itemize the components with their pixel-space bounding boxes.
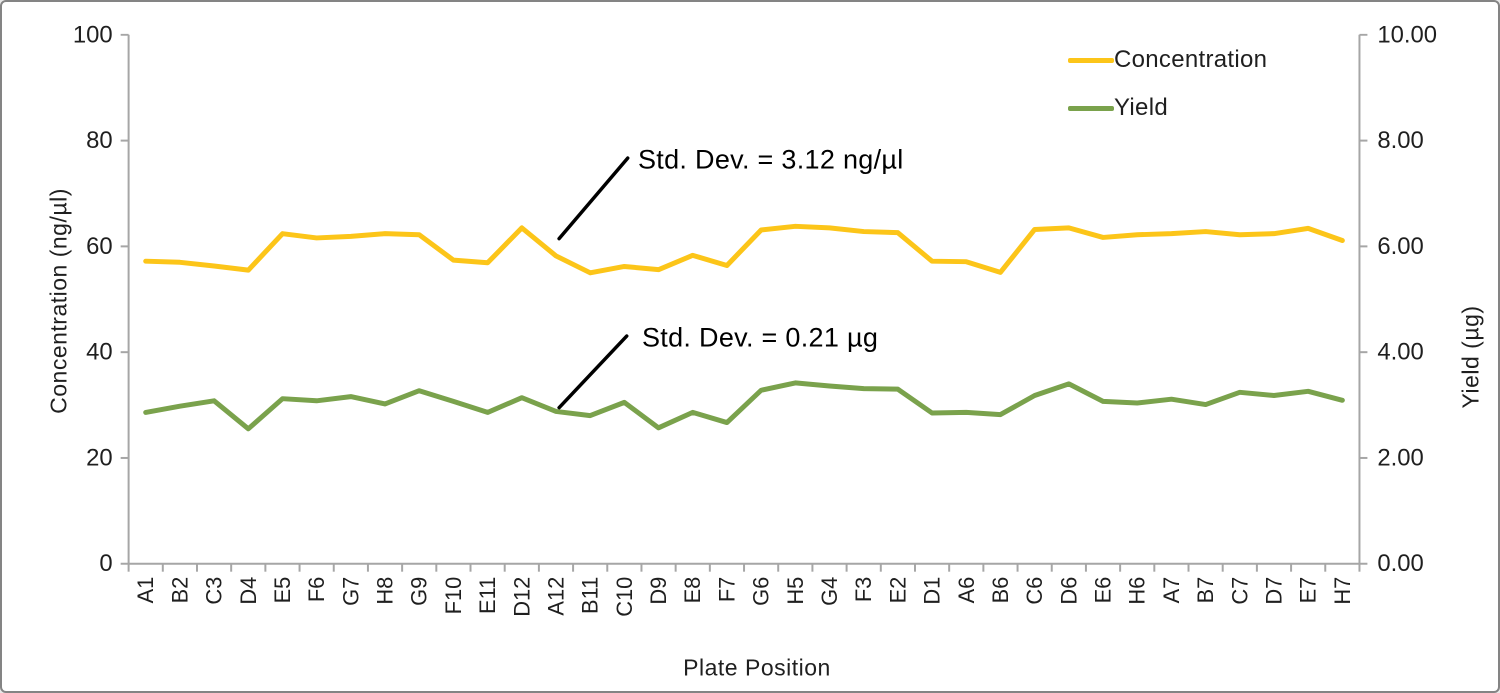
x-category-label: D1 [920,577,945,605]
y-left-tick-label: 80 [86,127,113,154]
y-left-tick-label: 40 [86,339,113,366]
x-category-label: G6 [749,577,774,606]
y-right-tick-label: 4.00 [1377,339,1423,366]
legend-item-yield: Yield [1068,94,1267,122]
yield-stddev-annotation: Std. Dev. = 0.21 µg [642,322,879,353]
legend-label-concentration: Concentration [1114,46,1268,73]
y-left-tick-label: 60 [86,233,113,260]
x-category-label: A12 [543,577,568,616]
y-right-tick-label: 8.00 [1377,127,1423,154]
x-category-label: B2 [167,577,192,604]
concentration-stddev-annotation: Std. Dev. = 3.12 ng/µl [638,144,904,175]
concentration-series-line [143,223,1345,276]
x-category-label: G7 [338,577,363,606]
x-category-label: D6 [1056,577,1081,605]
y-left-tick-label: 0 [99,550,112,577]
yield-line-swatch [1068,105,1114,111]
x-category-label: F3 [851,577,876,603]
x-category-label: C10 [612,577,637,617]
x-category-label: D7 [1261,577,1286,605]
x-category-label: E5 [270,577,295,604]
legend-item-concentration: Concentration [1068,46,1267,74]
x-category-label: E11 [475,577,500,614]
legend-label-yield: Yield [1114,94,1168,121]
x-category-label: B6 [988,577,1013,604]
y-left-tick-label: 100 [73,21,113,48]
x-category-label: G9 [407,577,432,606]
y-right-tick-label: 6.00 [1377,233,1423,260]
y-right-axis-title: Yield (µg) [1457,305,1484,409]
x-category-label: D12 [509,577,534,617]
y-right-tick-label: 10.00 [1377,21,1437,48]
x-category-label: E7 [1296,577,1321,604]
x-category-label: A6 [954,577,979,604]
x-category-label: C7 [1227,577,1252,605]
x-category-label: D9 [646,577,671,605]
concentration-line-swatch [1068,57,1114,63]
annotation-leader-line-2 [557,334,629,410]
x-category-label: D4 [236,577,261,605]
x-category-label: C6 [1022,577,1047,605]
x-category-label: H5 [783,577,808,605]
y-right-tick-label: 2.00 [1377,444,1423,471]
y-left-axis-title: Concentration (ng/µl) [45,188,72,414]
x-category-label: B7 [1193,577,1218,604]
x-category-label: E8 [680,577,705,604]
x-category-label: E2 [885,577,910,604]
x-category-label: C3 [202,577,227,605]
x-category-label: G4 [817,577,842,606]
x-category-label: A7 [1159,577,1184,604]
y-right-tick-label: 0.00 [1377,550,1423,577]
legend: Concentration Yield [1068,46,1267,122]
annotation-leader-line-1 [557,156,630,241]
x-category-label: H6 [1125,577,1150,605]
x-category-label: F7 [714,577,739,603]
x-category-label: B11 [578,577,603,614]
y-left-tick-label: 20 [86,444,113,471]
yield-series-line [143,380,1345,432]
x-category-label: A1 [133,577,158,604]
x-category-label: F10 [441,577,466,615]
x-axis-title: Plate Position [683,654,831,681]
x-category-label: F6 [304,577,329,603]
x-category-label: H7 [1330,577,1355,605]
x-category-label: E6 [1091,577,1116,604]
x-category-label: H8 [373,577,398,605]
